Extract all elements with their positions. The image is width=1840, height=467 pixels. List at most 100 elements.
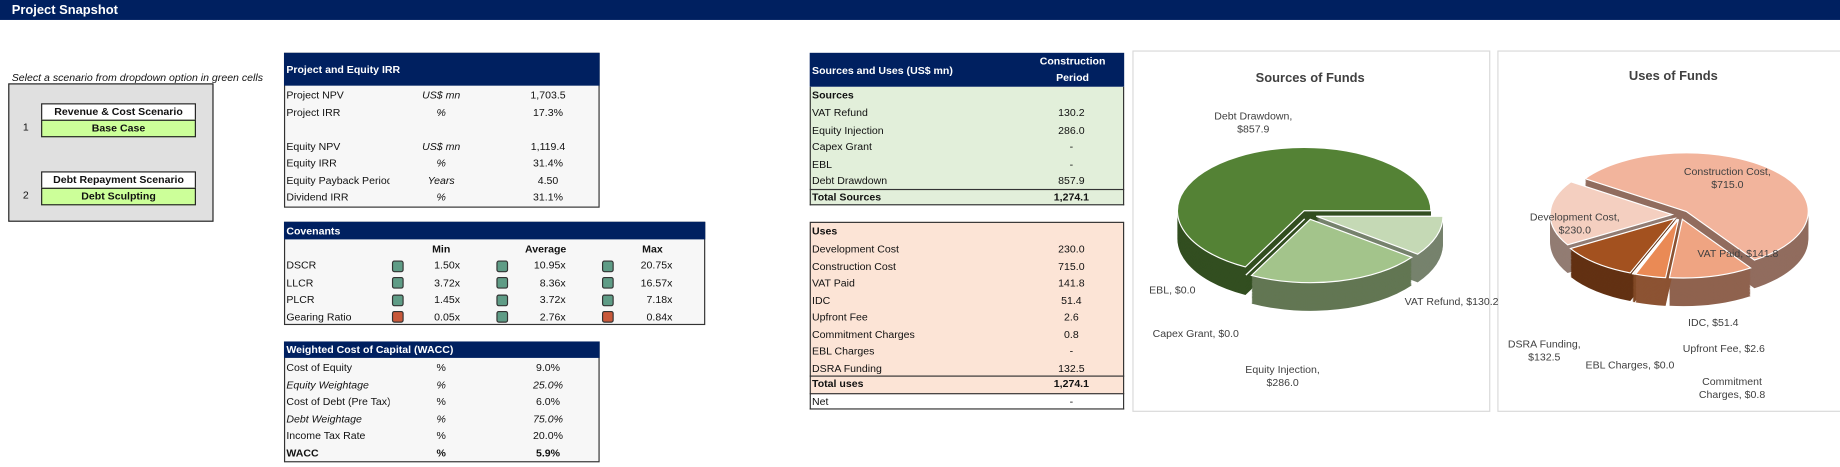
wacc-value: 25.0%	[533, 378, 563, 391]
su-value: -	[1069, 140, 1074, 153]
su-total-label: Total uses	[812, 377, 864, 390]
irr-unit: US$ mn	[422, 89, 461, 101]
irr-unit: %	[436, 191, 446, 204]
su-label: Upfront Fee	[812, 310, 868, 323]
su-total-value: 1,274.1	[1053, 377, 1089, 390]
data-label: Commitment Charges, $0.8	[1698, 375, 1766, 401]
status-indicator	[496, 276, 509, 289]
status-indicator	[391, 293, 404, 306]
irr-value: 31.4%	[533, 157, 563, 169]
su-value: 286.0	[1058, 123, 1085, 136]
period-header: Construction Period	[1039, 55, 1106, 83]
su-title: Sources and Uses (US$ mn)	[812, 64, 953, 77]
data-label: VAT Paid, $141.8	[1697, 247, 1779, 260]
section-title: Uses	[812, 225, 838, 238]
page-title: Project Snapshot	[11, 3, 118, 18]
wacc-unit: %	[436, 412, 446, 425]
wacc-value: 9.0%	[535, 361, 561, 374]
column-header: Average	[525, 242, 567, 255]
su-value: 715.0	[1058, 259, 1085, 272]
irr-unit: %	[436, 106, 446, 118]
table-header	[283, 221, 706, 240]
covenant-value: 16.57x	[640, 276, 673, 289]
table-header	[283, 341, 600, 358]
wacc-label: WACC	[286, 446, 319, 459]
scenario-value: Debt Sculpting	[81, 190, 156, 202]
wacc-unit: %	[436, 395, 446, 408]
irr-unit: US$ mn	[422, 140, 461, 152]
su-label: Construction Cost	[812, 259, 896, 272]
pie-slice	[1549, 181, 1675, 246]
wacc-unit: %	[436, 361, 446, 374]
scenario-label: Revenue & Cost Scenario	[54, 105, 183, 118]
scenario-label: Debt Repayment Scenario	[53, 173, 184, 186]
chart-title: Uses of Funds	[1628, 69, 1718, 84]
scenario-value: Base Case	[91, 122, 146, 134]
scenario-value-cell	[41, 187, 196, 206]
irr-value: 1,119.4	[530, 140, 566, 152]
wacc-unit: %	[436, 429, 446, 442]
status-indicator	[496, 310, 509, 323]
su-value: -	[1069, 157, 1074, 170]
data-label: Debt Drawdown, $857.9	[1214, 110, 1293, 135]
su-value: 130.2	[1058, 106, 1085, 119]
table-title: Covenants	[286, 224, 341, 237]
su-total-value: 1,274.1	[1053, 191, 1089, 204]
covenant-value: 1.50x	[434, 259, 461, 272]
data-label: VAT Refund, $130.2	[1404, 295, 1499, 308]
su-value: -	[1069, 345, 1074, 357]
status-indicator	[601, 293, 614, 306]
wacc-value: 75.0%	[533, 412, 563, 425]
data-label: Development Cost, $230.0	[1529, 211, 1620, 236]
wacc-unit: %	[436, 378, 446, 391]
wacc-value: 6.0%	[535, 395, 561, 408]
scenario-number: 1	[22, 120, 29, 133]
su-label: VAT Refund	[812, 106, 868, 119]
pie-slice	[1583, 152, 1809, 261]
status-indicator	[391, 259, 404, 272]
irr-unit: %	[436, 157, 446, 169]
wacc-unit: %	[436, 446, 446, 459]
data-label: EBL Charges, $0.0	[1585, 359, 1675, 371]
su-value: 132.5	[1058, 362, 1085, 374]
scenario-number: 2	[22, 188, 29, 201]
su-label: DSRA Funding	[812, 362, 882, 374]
table-title: Weighted Cost of Capital (WACC)	[286, 343, 454, 356]
wacc-value: 5.9%	[535, 446, 561, 459]
data-label: EBL, $0.0	[1149, 283, 1196, 296]
covenant-value: 1.45x	[434, 293, 461, 306]
covenant-value: 3.72x	[539, 293, 566, 306]
su-label: Capex Grant	[812, 140, 872, 153]
pie-slice	[1668, 218, 1752, 279]
pie-slice	[1176, 146, 1432, 268]
data-label: Equity Injection, $286.0	[1245, 363, 1320, 389]
status-indicator	[601, 276, 614, 289]
total-rule	[809, 188, 1125, 191]
data-label: DSRA Funding, $132.5	[1507, 337, 1581, 363]
sources-section	[809, 86, 1125, 206]
su-value: 51.4	[1061, 293, 1082, 306]
irr-value: 31.1%	[533, 191, 563, 204]
covenant-value: 3.72x	[434, 276, 461, 289]
wacc-value: 20.0%	[533, 429, 563, 442]
irr-label: Equity IRR	[286, 157, 337, 169]
data-label: Construction Cost, $715.0	[1683, 165, 1771, 191]
irr-value: 4.50	[537, 174, 559, 186]
su-label: EBL	[812, 157, 833, 170]
su-label: Equity Injection	[812, 123, 884, 136]
header-bar	[0, 0, 1840, 20]
wacc-label: Debt Weightage	[286, 412, 362, 425]
data-label: Capex Grant, $0.0	[1152, 327, 1239, 340]
covenant-value: 0.84x	[646, 310, 673, 323]
su-label: VAT Paid	[812, 276, 855, 289]
irr-value: 1,703.5	[530, 89, 566, 101]
wacc-label: Cost of Equity	[286, 361, 353, 374]
irr-label: Equity Payback Period	[286, 174, 390, 186]
covenant-value: 0.05x	[434, 310, 461, 323]
net-row	[809, 393, 1125, 410]
chart-title: Sources of Funds	[1255, 71, 1365, 86]
table-title: Project and Equity IRR	[286, 63, 401, 76]
section-title: Sources	[812, 89, 854, 101]
irr-label: Equity NPV	[286, 140, 341, 152]
